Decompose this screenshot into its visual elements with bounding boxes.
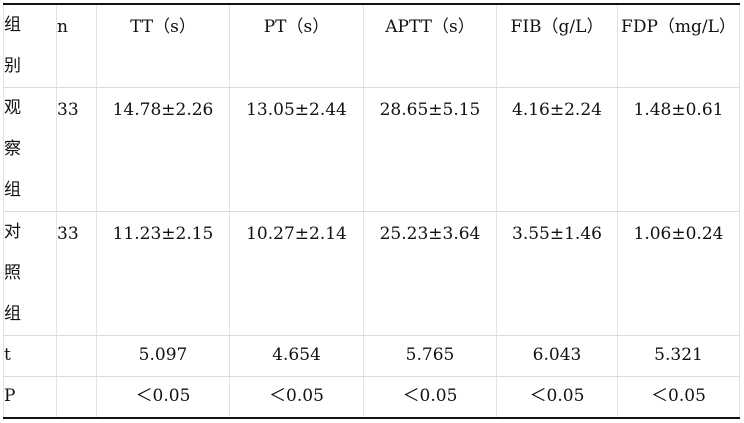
pt-cell: 10.27±2.14 <box>229 211 364 336</box>
group-char: 观 <box>4 98 21 118</box>
header-n-cell: n <box>56 3 97 88</box>
group-char: 组 <box>4 180 21 200</box>
header-tt-cell: TT（s） <box>96 3 230 88</box>
p-tt-value: ＜0.05 <box>135 386 191 406</box>
p-label: P <box>4 386 16 406</box>
group-char: 组 <box>4 304 21 324</box>
p-fib-cell: ＜0.05 <box>496 376 618 419</box>
header-fib: FIB（g/L） <box>510 17 604 37</box>
header-pt-cell: PT（s） <box>229 3 364 88</box>
p-fdp-cell: ＜0.05 <box>617 376 740 419</box>
p-aptt-cell: ＜0.05 <box>363 376 497 419</box>
p-pt-cell: ＜0.05 <box>229 376 364 419</box>
fib-cell: 4.16±2.24 <box>496 87 618 212</box>
empty-cell <box>56 376 97 419</box>
t-pt-value: 4.654 <box>272 345 321 365</box>
header-group-char: 组 <box>4 15 21 35</box>
n-cell: 33 <box>56 87 97 212</box>
pt-cell: 13.05±2.44 <box>229 87 364 212</box>
header-fdp: FDP（mg/L） <box>621 17 736 37</box>
aptt-cell: 28.65±5.15 <box>363 87 497 212</box>
n-value: 33 <box>57 224 79 244</box>
table-row-observation-group: 观 察 组 33 14.78±2.26 13.05±2.44 28.65±5.1… <box>3 87 740 212</box>
group-char: 察 <box>4 139 21 159</box>
header-tt: TT（s） <box>130 17 196 37</box>
header-fib-cell: FIB（g/L） <box>496 3 618 88</box>
tt-cell: 14.78±2.26 <box>96 87 230 212</box>
t-fdp-value: 5.321 <box>654 345 703 365</box>
fib-cell: 3.55±1.46 <box>496 211 618 336</box>
p-pt-value: ＜0.05 <box>269 386 324 406</box>
header-pt: PT（s） <box>263 17 330 37</box>
p-label-cell: P <box>3 376 57 419</box>
fib-value: 3.55±1.46 <box>512 224 602 244</box>
n-value: 33 <box>57 100 79 120</box>
aptt-value: 25.23±3.64 <box>379 224 481 244</box>
fib-value: 4.16±2.24 <box>512 100 602 120</box>
coagulation-comparison-table: 组 别 n TT（s） PT（s） APTT（s） FIB（g/L） FDP（m… <box>3 3 740 419</box>
table-row-p-value: P ＜0.05 ＜0.05 ＜0.05 ＜0.05 ＜0.05 <box>3 376 740 419</box>
t-aptt-cell: 5.765 <box>363 335 497 377</box>
t-tt-value: 5.097 <box>138 345 188 365</box>
group-cell: 观 察 组 <box>3 87 57 212</box>
aptt-value: 28.65±5.15 <box>379 100 481 120</box>
pt-value: 10.27±2.14 <box>246 224 347 244</box>
tt-value: 11.23±2.15 <box>112 224 214 244</box>
p-tt-cell: ＜0.05 <box>96 376 230 419</box>
t-label-cell: t <box>3 335 57 377</box>
table-row-t-statistic: t 5.097 4.654 5.765 6.043 5.321 <box>3 335 740 377</box>
p-fib-value: ＜0.05 <box>529 386 585 406</box>
fdp-cell: 1.48±0.61 <box>617 87 740 212</box>
tt-value: 14.78±2.26 <box>112 100 214 120</box>
n-cell: 33 <box>56 211 97 336</box>
group-cell: 对 照 组 <box>3 211 57 336</box>
t-label: t <box>4 345 11 365</box>
group-char: 照 <box>4 263 21 283</box>
t-fib-cell: 6.043 <box>496 335 618 377</box>
table-row-control-group: 对 照 组 33 11.23±2.15 10.27±2.14 25.23±3.6… <box>3 211 740 336</box>
t-fib-value: 6.043 <box>532 345 582 365</box>
fdp-value: 1.48±0.61 <box>633 100 724 120</box>
tt-cell: 11.23±2.15 <box>96 211 230 336</box>
fdp-cell: 1.06±0.24 <box>617 211 740 336</box>
header-aptt-cell: APTT（s） <box>363 3 497 88</box>
header-fdp-cell: FDP（mg/L） <box>617 3 740 88</box>
fdp-value: 1.06±0.24 <box>633 224 724 244</box>
header-group-char: 别 <box>4 56 21 76</box>
t-tt-cell: 5.097 <box>96 335 230 377</box>
header-aptt: APTT（s） <box>385 17 475 37</box>
t-fdp-cell: 5.321 <box>617 335 740 377</box>
header-group-cell: 组 别 <box>3 3 57 88</box>
pt-value: 13.05±2.44 <box>246 100 347 120</box>
header-row: 组 别 n TT（s） PT（s） APTT（s） FIB（g/L） FDP（m… <box>3 3 740 88</box>
p-aptt-value: ＜0.05 <box>402 386 458 406</box>
header-n: n <box>57 17 68 37</box>
t-pt-cell: 4.654 <box>229 335 364 377</box>
p-fdp-value: ＜0.05 <box>651 386 706 406</box>
empty-cell <box>56 335 97 377</box>
aptt-cell: 25.23±3.64 <box>363 211 497 336</box>
group-char: 对 <box>4 222 21 242</box>
t-aptt-value: 5.765 <box>405 345 455 365</box>
